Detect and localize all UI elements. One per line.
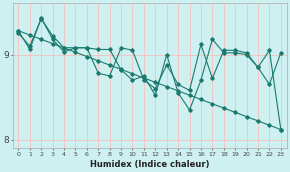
X-axis label: Humidex (Indice chaleur): Humidex (Indice chaleur) [90, 159, 209, 169]
